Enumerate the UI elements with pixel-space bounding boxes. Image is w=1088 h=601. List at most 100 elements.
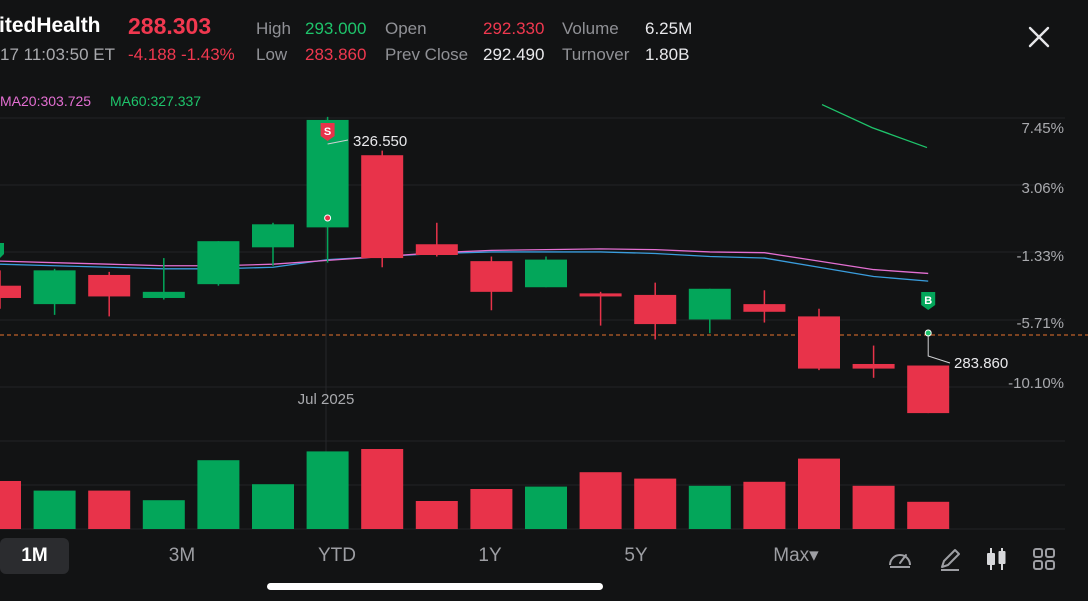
candles (0, 116, 950, 414)
volume-bar (33, 490, 76, 529)
candle-body (688, 288, 731, 320)
volume-bar (798, 458, 840, 529)
volume-bar (470, 489, 513, 529)
buy-marker-label: B (924, 295, 932, 307)
change-value: -4.188 (128, 45, 177, 64)
volume-bar (852, 485, 895, 529)
high-marker: 326.550 (353, 133, 407, 150)
ma60-line (821, 103, 928, 149)
sell-marker-label: S (324, 126, 331, 138)
candlestick-chart[interactable]: 7.45% 3.06% -1.33% -5.71% -10.10% Jul 2025 S… (0, 0, 1088, 540)
timestamp: 17 11:03:50 ET (0, 45, 115, 64)
candle (142, 258, 185, 300)
candle (88, 271, 131, 317)
volume-bar (743, 481, 786, 529)
candle (579, 291, 622, 326)
low-label: Low (256, 45, 288, 64)
y-tick-label: -5.71% (1016, 315, 1064, 332)
candle (33, 268, 76, 315)
volume-bar (415, 501, 458, 529)
volume-bar (252, 484, 294, 529)
candlestick-icon[interactable] (983, 546, 1009, 572)
candle-body (0, 285, 21, 298)
close-icon[interactable] (1024, 22, 1054, 52)
chart-grid (0, 117, 1088, 530)
candle-body (579, 293, 622, 297)
tab-max[interactable]: Max▾ (773, 545, 819, 566)
tab-ytd[interactable]: YTD (318, 545, 356, 566)
candle-body (361, 155, 404, 259)
ma20-label: MA20:303.725 (0, 93, 92, 109)
buy-marker (921, 292, 936, 310)
turnover-label: Turnover (562, 45, 630, 64)
prev-close-label: Prev Close (385, 45, 469, 64)
tab-1m[interactable]: 1M (0, 538, 69, 574)
volume-bar (634, 478, 677, 529)
range-tabs: 1M 3M YTD 1Y 5Y Max▾ (0, 538, 1088, 578)
volume-bar (525, 486, 567, 529)
candle (798, 308, 840, 371)
y-tick-label: -1.33% (1016, 248, 1064, 265)
candle (361, 150, 404, 268)
change-percent: -1.43% (180, 45, 235, 64)
ma-line (0, 251, 929, 282)
candle (688, 288, 731, 334)
last-price: 288.303 (128, 13, 212, 39)
sell-point (324, 214, 332, 222)
candle (252, 222, 294, 266)
volume-bar (88, 490, 131, 529)
grid-icon[interactable] (1031, 546, 1057, 572)
candle-body (798, 316, 840, 369)
open-value: 292.330 (483, 19, 545, 38)
low-value: 283.860 (305, 45, 367, 64)
volume-value: 6.25M (645, 19, 693, 38)
tab-3m[interactable]: 3M (168, 545, 196, 566)
candle (743, 290, 786, 323)
volume-bar (688, 485, 731, 529)
candle-body (525, 259, 567, 288)
high-marker-leader (327, 139, 349, 145)
candle (852, 345, 895, 378)
prev-close-value: 292.490 (483, 45, 545, 64)
price-change: -4.188 -1.43% (128, 45, 235, 65)
candle (415, 222, 458, 257)
volume-bars (0, 449, 950, 529)
candle-body (88, 274, 131, 297)
candle-body (33, 270, 76, 305)
candle-body (907, 365, 950, 414)
y-axis-labels: 7.45% 3.06% -1.33% -5.71% -10.10% (1008, 120, 1064, 392)
candle-body (852, 363, 895, 369)
chart-markers: S 326.550 B 283.860 (0, 123, 1008, 372)
candle (907, 365, 950, 414)
candle-body (470, 261, 513, 292)
candle-body (634, 294, 677, 325)
volume-bar (0, 481, 21, 529)
y-tick-label: 7.45% (1021, 120, 1064, 137)
high-label: High (256, 19, 291, 38)
pen-icon[interactable] (937, 546, 963, 572)
tab-5y[interactable]: 5Y (624, 545, 648, 566)
sell-marker (320, 123, 335, 141)
high-value: 293.000 (305, 19, 367, 38)
candle (525, 256, 567, 288)
candle (197, 241, 240, 286)
buy-point (924, 329, 932, 337)
tab-1y[interactable]: 1Y (478, 545, 502, 566)
candle-body (743, 304, 786, 312)
buy-marker-edge (0, 243, 4, 258)
volume-bar (142, 500, 185, 529)
candle-body (415, 244, 458, 255)
volume-bar (197, 460, 240, 529)
gauge-icon[interactable] (887, 546, 913, 572)
volume-bar (579, 472, 622, 529)
y-tick-label: -10.10% (1008, 375, 1064, 392)
home-indicator (267, 583, 603, 590)
ma20-line (0, 248, 929, 275)
open-label: Open (385, 19, 427, 38)
turnover-value: 1.80B (645, 45, 690, 64)
volume-bar (306, 451, 349, 529)
candle-body (252, 224, 294, 248)
stock-name: itedHealth (0, 14, 101, 37)
low-marker-leader (927, 336, 951, 364)
volume-bar (907, 501, 950, 529)
